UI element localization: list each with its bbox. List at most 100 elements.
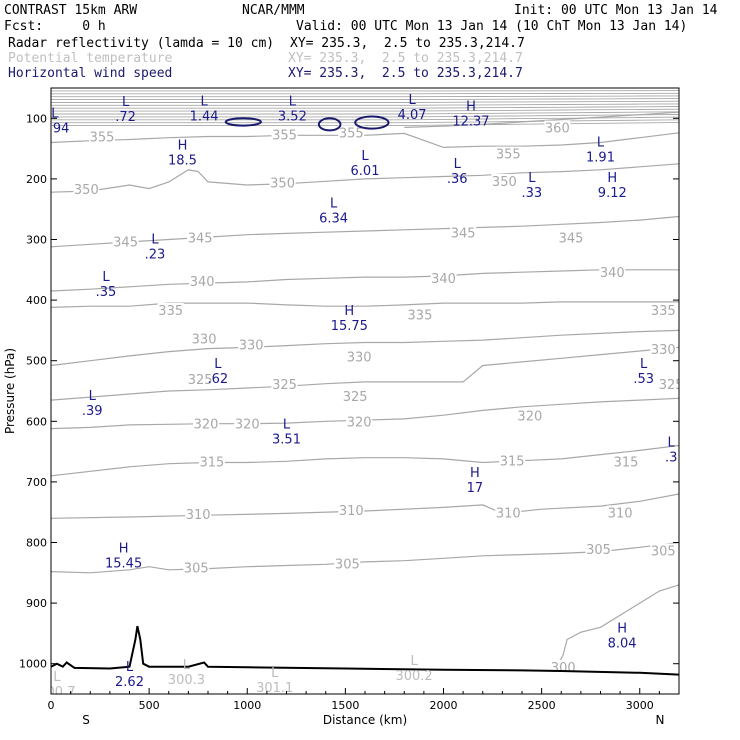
- theta-label: 325: [659, 378, 684, 393]
- wind-extremum-value: 6.34: [319, 211, 348, 226]
- theta-contour-labels: 300 305 305 305 305 310 310 310 310 315 315 315 320 3…: [73, 120, 684, 676]
- theta-contour-325: [51, 346, 679, 401]
- theta-label: 315: [614, 456, 639, 471]
- theta-label: 320: [194, 417, 219, 432]
- theta-extremum-marker-low: L: [271, 666, 279, 681]
- valid-time: Valid: 00 UTC Mon 13 Jan 14 (10 ChT Mon …: [296, 19, 687, 34]
- wind-extremum-value: 15.45: [105, 557, 142, 572]
- theta-label-bg: [495, 146, 522, 161]
- theta-upper-band: [51, 88, 679, 127]
- forecast-hour: Fcst: 0 h: [4, 19, 106, 34]
- theta-label-bg: [198, 454, 225, 469]
- theta-contour-310: [51, 493, 679, 519]
- theta-label: 305: [586, 543, 611, 558]
- theta-label-bg: [189, 273, 216, 288]
- reflectivity-cell: [224, 117, 262, 127]
- theta-extremum-value: 301.1: [256, 681, 293, 696]
- wind-extremum-value: 6.01: [351, 164, 380, 179]
- theta-label-bg: [607, 505, 634, 520]
- theta-label-bg: [234, 416, 261, 431]
- wind-extremum-marker-low: L: [454, 157, 462, 172]
- theta-band-line: [51, 121, 679, 127]
- theta-contour-315: [51, 444, 679, 477]
- theta-label-bg: [516, 408, 543, 423]
- reflectivity-cell: [354, 115, 390, 130]
- terrain-line: [51, 625, 679, 676]
- init-time: Init: 00 UTC Mon 13 Jan 14: [514, 3, 718, 18]
- wind-extremum-marker-low: L: [289, 94, 297, 109]
- theta-band-line: [51, 100, 679, 103]
- wind-extremum-marker-low: L: [102, 270, 110, 285]
- theta-label: 305: [184, 562, 209, 577]
- wind-extremum-value: .39: [82, 404, 103, 419]
- theta-label: 320: [347, 416, 372, 431]
- theta-label-bg: [269, 175, 296, 190]
- theta-label-bg: [613, 454, 640, 469]
- theta-label-bg: [185, 507, 212, 522]
- theta-label: 360: [545, 122, 570, 137]
- wind-extremum-marker-low: L: [283, 417, 291, 432]
- theta-label: 350: [492, 175, 517, 190]
- wind-extremum-value: 3.51: [272, 432, 301, 447]
- theta-label-bg: [599, 264, 626, 279]
- theta-label: 350: [74, 183, 99, 198]
- y-tick-label: 900: [26, 597, 47, 610]
- theta-label-bg: [191, 331, 218, 346]
- header: CONTRAST 15km ARW NCAR/MMM Init: 00 UTC …: [4, 3, 718, 81]
- wind-extremum-value: 4.94: [40, 122, 69, 137]
- theta-contour-335: [51, 301, 679, 308]
- theta-band-line: [51, 92, 679, 95]
- theta-label-bg: [346, 414, 373, 429]
- theta-label-bg: [342, 389, 369, 404]
- theta-label: 335: [158, 304, 183, 319]
- theta-label: 345: [559, 231, 584, 246]
- y-tick-label: 100: [26, 112, 47, 125]
- theta-label-bg: [271, 376, 298, 391]
- theta-contour-305: [51, 541, 679, 574]
- field-xy-wind: XY= 235.3, 2.5 to 235.3,214.7: [288, 66, 523, 81]
- wind-extremum-marker-high: H: [344, 304, 354, 319]
- wind-extremum-value: 18.5: [168, 154, 197, 169]
- wind-extremum-marker-low: L: [126, 660, 134, 675]
- theta-label: 310: [496, 506, 521, 521]
- wind-extremum-marker-low: L: [89, 389, 97, 404]
- theta-label-bg: [338, 502, 365, 517]
- x-end-label-south: S: [82, 713, 90, 727]
- wind-extremum-value: .33: [521, 186, 542, 201]
- wind-extremum-marker-low: L: [151, 233, 159, 248]
- institution-label: NCAR/MMM: [242, 3, 305, 18]
- theta-label-bg: [187, 230, 214, 245]
- theta-label: 345: [113, 236, 138, 251]
- theta-label-bg: [89, 129, 116, 144]
- theta-label: 315: [500, 454, 525, 469]
- terrain: [51, 625, 679, 676]
- theta-label: 355: [272, 128, 297, 143]
- x-tick-label: 0: [48, 699, 55, 712]
- theta-extremum-value: 300.7: [38, 685, 75, 700]
- theta-label: 310: [608, 506, 633, 521]
- model-title: CONTRAST 15km ARW: [4, 3, 137, 18]
- theta-label: 350: [270, 177, 295, 192]
- reflectivity-cell: [317, 117, 342, 132]
- wind-extremum-marker-low: L: [330, 196, 338, 211]
- theta-band-line: [51, 106, 679, 109]
- axes: 0 500 1000 1500 2000 2500 3000 100 200 300 400 500 6…: [19, 112, 679, 712]
- theta-label-bg: [544, 120, 571, 135]
- wind-extremum-value: 4.07: [398, 108, 427, 123]
- field-name-theta: Potential temperature: [8, 51, 173, 66]
- theta-label: 355: [496, 148, 521, 163]
- theta-contour-350: [51, 163, 679, 193]
- theta-label: 310: [186, 508, 211, 523]
- x-tick-label: 500: [139, 699, 160, 712]
- y-tick-label: 300: [26, 234, 47, 247]
- theta-label: 340: [190, 275, 215, 290]
- theta-label-bg: [406, 307, 433, 322]
- theta-label: 355: [339, 126, 364, 141]
- theta-label: 340: [600, 266, 625, 281]
- wind-extremum-marker-low: L: [214, 357, 222, 372]
- theta-label: 330: [651, 343, 676, 358]
- theta-label-bg: [73, 181, 100, 196]
- wind-extremum-value: .62: [207, 372, 228, 387]
- theta-label: 330: [239, 339, 264, 354]
